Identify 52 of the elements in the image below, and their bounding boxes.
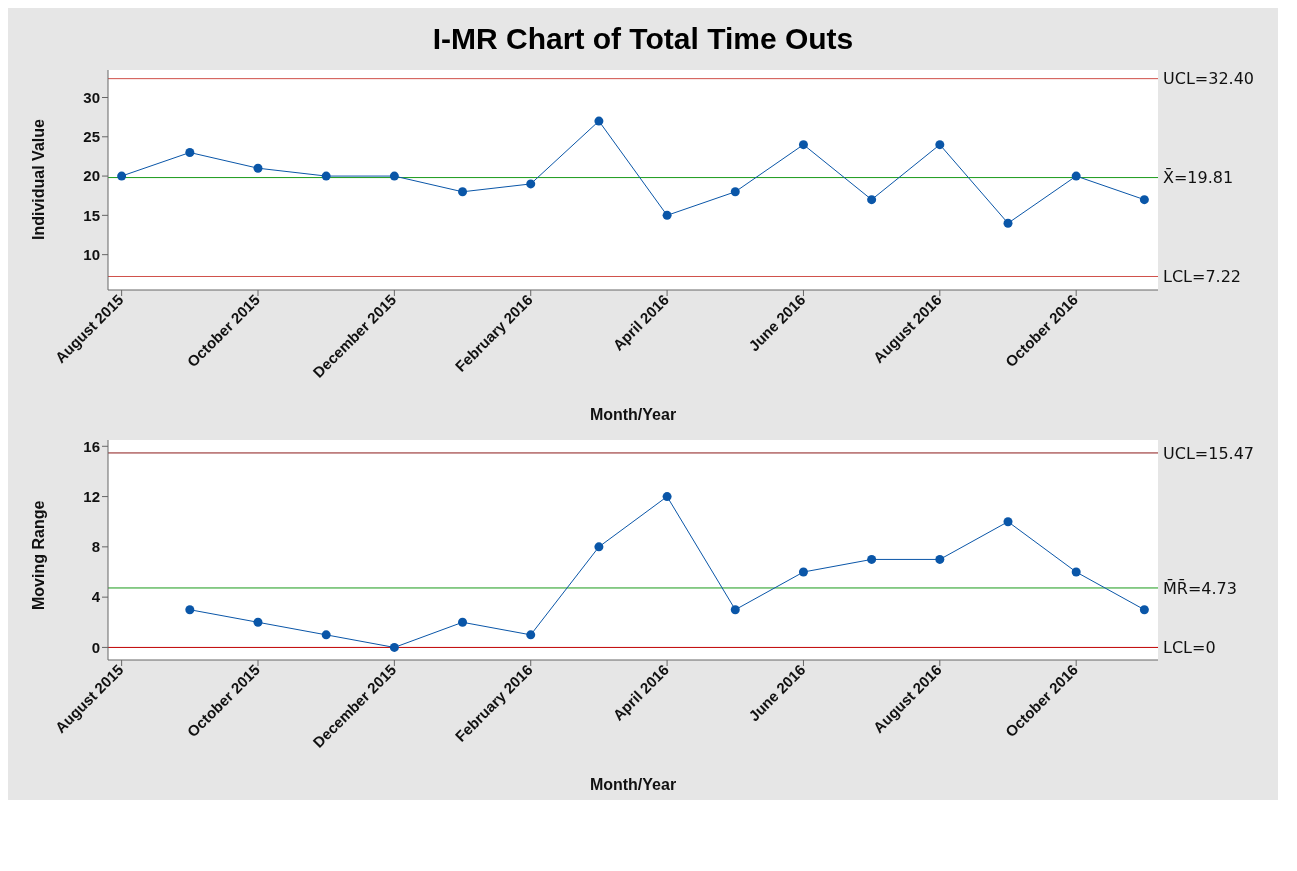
ref-line-label: UCL=32.40	[1163, 69, 1255, 89]
y-tick-label: 25	[83, 128, 100, 146]
point	[1139, 605, 1149, 615]
point	[867, 195, 877, 205]
y-tick-label: 16	[83, 437, 100, 455]
y-axis-title: Individual Value	[29, 118, 47, 240]
x-axis-title: Month/Year	[589, 776, 677, 793]
point	[253, 617, 263, 627]
point	[526, 179, 536, 189]
point	[1139, 195, 1149, 205]
point	[458, 617, 468, 627]
point	[730, 605, 740, 615]
ref-line-label: LCL=0	[1163, 638, 1216, 658]
point	[117, 171, 127, 181]
y-tick-label: 0	[91, 638, 100, 656]
point	[458, 187, 468, 197]
point	[662, 492, 672, 502]
y-axis-title: Moving Range	[29, 500, 47, 610]
ref-line-label: X̄=19.81	[1163, 168, 1234, 188]
x-axis-title: Month/Year	[589, 406, 677, 423]
point	[321, 630, 331, 640]
y-tick-label: 20	[83, 167, 100, 185]
y-tick-label: 10	[83, 245, 100, 263]
point	[1003, 218, 1013, 228]
y-tick-label: 4	[91, 588, 101, 606]
point	[1071, 567, 1081, 577]
ref-line-label: UCL=15.47	[1163, 443, 1255, 463]
y-tick-label: 8	[91, 538, 100, 556]
point	[798, 140, 808, 150]
point	[389, 642, 399, 652]
point	[185, 605, 195, 615]
point	[798, 567, 808, 577]
point	[1003, 517, 1013, 527]
point	[253, 163, 263, 173]
point	[321, 171, 331, 181]
chart-title: I-MR Chart of Total Time Outs	[431, 21, 855, 57]
point	[935, 554, 945, 564]
point	[730, 187, 740, 197]
point	[594, 542, 604, 552]
y-tick-label: 12	[83, 487, 100, 505]
point	[1071, 171, 1081, 181]
point	[389, 171, 399, 181]
point	[526, 630, 536, 640]
y-tick-label: 15	[83, 206, 100, 224]
ref-line-label: M̄R̄=4.73	[1163, 578, 1237, 598]
point	[935, 140, 945, 150]
point	[594, 116, 604, 126]
ref-line-label: LCL=7.22	[1163, 267, 1242, 287]
point	[662, 210, 672, 220]
y-tick-label: 30	[83, 88, 100, 106]
point	[867, 554, 877, 564]
point	[185, 148, 195, 157]
